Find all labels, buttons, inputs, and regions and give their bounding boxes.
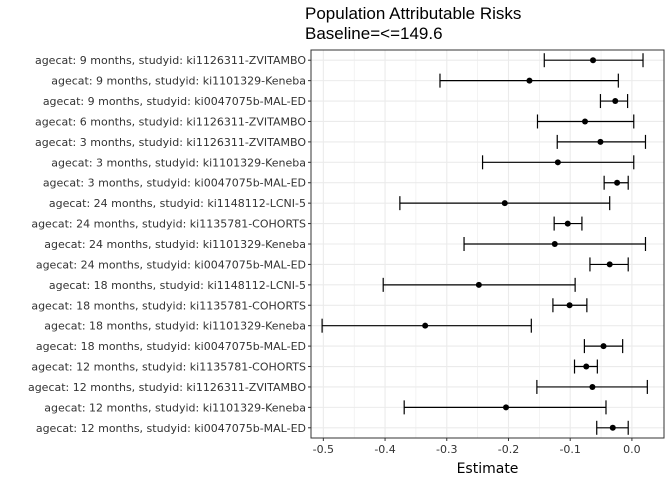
x-tick-label: -0.2 [498,443,519,456]
y-tick-label: agecat: 12 months, studyid: ki0047075b-M… [36,422,306,435]
y-tick-label: agecat: 9 months, studyid: ki1126311-ZVI… [35,54,306,67]
y-tick-label: agecat: 18 months, studyid: ki1101329-Ke… [44,320,306,333]
estimate-point [422,322,429,329]
y-tick-label: agecat: 18 months, studyid: ki1148112-LC… [49,279,306,292]
y-tick-label: agecat: 18 months, studyid: ki1135781-CO… [31,299,306,312]
estimate-point [564,220,571,227]
y-tick-label: agecat: 12 months, studyid: ki1135781-CO… [31,361,306,374]
estimate-point [582,118,589,125]
estimate-point [501,200,508,207]
estimate-points [422,57,621,431]
y-tick-label: agecat: 24 months, studyid: ki1101329-Ke… [44,238,306,251]
y-tick-label: agecat: 3 months, studyid: ki1126311-ZVI… [35,136,306,149]
y-tick-label: agecat: 6 months, studyid: ki1126311-ZVI… [35,115,306,128]
estimate-point [583,363,590,370]
x-tick-label: -0.4 [374,443,395,456]
x-tick-label: -0.3 [436,443,457,456]
y-tick-label: agecat: 3 months, studyid: ki1101329-Ken… [51,156,306,169]
estimate-point [590,57,597,64]
estimate-point [597,138,604,145]
x-axis: -0.5 -0.4 -0.3 -0.2 -0.1 0.0 [313,438,641,456]
estimate-point [526,77,533,84]
estimate-point [609,424,616,431]
chart-subtitle: Baseline=<=149.6 [305,24,443,43]
estimate-point [566,302,573,309]
y-tick-label: agecat: 9 months, studyid: ki1101329-Ken… [51,75,306,88]
y-tick-label: agecat: 24 months, studyid: ki0047075b-M… [36,258,306,271]
estimate-point [475,281,482,288]
estimate-point [551,241,558,247]
estimate-point [606,261,613,268]
y-tick-label: agecat: 24 months, studyid: ki1135781-CO… [31,218,306,231]
y-tick-label: agecat: 12 months, studyid: ki1126311-ZV… [28,381,306,394]
y-tick-label: agecat: 9 months, studyid: ki0047075b-MA… [43,95,306,108]
chart-title-block: Population Attributable Risks Baseline=<… [305,4,521,44]
error-bars [321,53,648,435]
y-tick-label: agecat: 24 months, studyid: ki1148112-LC… [49,197,306,210]
estimate-point [503,404,510,411]
chart-title: Population Attributable Risks [305,4,522,23]
estimate-point [589,383,596,390]
y-tick-label: agecat: 3 months, studyid: ki0047075b-MA… [43,177,306,190]
x-axis-title: Estimate [457,461,519,477]
estimate-point [612,98,619,105]
estimate-point [614,179,621,186]
estimate-point [600,343,607,350]
estimate-point [554,159,561,166]
y-tick-label: agecat: 12 months, studyid: ki1101329-Ke… [44,401,306,414]
x-tick-label: 0.0 [623,443,641,456]
x-tick-label: -0.1 [559,443,580,456]
y-axis: agecat: 9 months, studyid: ki1126311-ZVI… [28,54,311,435]
y-tick-label: agecat: 18 months, studyid: ki0047075b-M… [36,340,306,353]
x-tick-label: -0.5 [313,443,334,456]
